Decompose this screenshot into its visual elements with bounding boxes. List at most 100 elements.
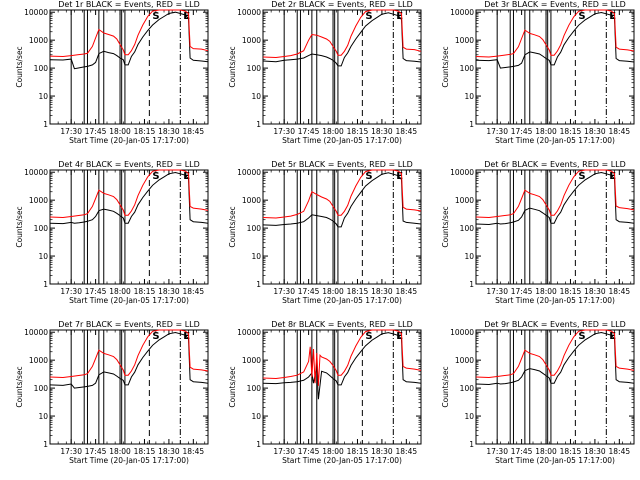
y-tick-label: 1 xyxy=(256,440,261,449)
y-tick-label: 1000 xyxy=(455,36,474,45)
x-tick-label: 18:30 xyxy=(371,447,393,456)
y-tick-label: 10000 xyxy=(237,168,261,177)
plot-frame xyxy=(49,169,209,285)
y-axis-label: Counts/sec xyxy=(228,366,237,407)
x-tick-label: 17:45 xyxy=(298,287,320,296)
plot-frame xyxy=(475,329,635,445)
series-line-lld xyxy=(262,329,422,386)
start-marker-label: S xyxy=(578,331,585,342)
x-tick-label: 18:15 xyxy=(560,127,582,136)
x-axis-label: Start Time (20-Jan-05 17:17:00) xyxy=(495,456,615,465)
x-axis-label: Start Time (20-Jan-05 17:17:00) xyxy=(495,296,615,305)
y-tick-label: 10 xyxy=(251,252,261,261)
x-tick-label: 17:45 xyxy=(511,287,533,296)
series-line-lld xyxy=(475,329,635,379)
y-axis-label: Counts/sec xyxy=(15,46,24,87)
x-tick-label: 17:45 xyxy=(85,127,107,136)
y-tick-label: 1000 xyxy=(29,36,48,45)
y-tick-label: 10 xyxy=(464,92,474,101)
end-marker-label: E xyxy=(396,11,403,22)
series-line-lld xyxy=(262,9,422,59)
y-tick-label: 1 xyxy=(256,280,261,289)
x-tick-label: 18:15 xyxy=(134,127,156,136)
x-tick-label: 18:00 xyxy=(322,127,344,136)
y-tick-label: 10000 xyxy=(24,328,48,337)
x-tick-label: 18:30 xyxy=(158,127,180,136)
y-tick-label: 10 xyxy=(464,252,474,261)
x-tick-label: 18:45 xyxy=(183,127,205,136)
x-tick-label: 17:45 xyxy=(511,447,533,456)
y-axis-label: Counts/sec xyxy=(15,206,24,247)
y-tick-label: 100 xyxy=(247,384,262,393)
x-tick-label: 18:30 xyxy=(584,287,606,296)
y-tick-label: 10 xyxy=(251,412,261,421)
x-tick-label: 17:30 xyxy=(273,287,295,296)
y-tick-label: 100 xyxy=(460,64,475,73)
x-tick-label: 17:45 xyxy=(85,447,107,456)
plot-frame xyxy=(262,169,422,285)
series-line-events xyxy=(262,12,422,67)
x-tick-label: 18:15 xyxy=(134,447,156,456)
x-tick-label: 18:15 xyxy=(347,447,369,456)
y-tick-label: 1000 xyxy=(455,356,474,365)
detector-panel-5: Det 5r BLACK = Events, RED = LLD 1 10 100 10… xyxy=(228,160,422,305)
series-line-events xyxy=(475,171,635,226)
x-tick-label: 18:45 xyxy=(609,447,631,456)
x-tick-label: 18:00 xyxy=(535,447,557,456)
y-axis-label: Counts/sec xyxy=(228,46,237,87)
panel-title: Det 3r BLACK = Events, RED = LLD xyxy=(484,0,626,9)
start-marker-label: S xyxy=(365,11,372,22)
x-tick-label: 18:00 xyxy=(535,127,557,136)
x-tick-label: 18:30 xyxy=(584,127,606,136)
detector-panel-7: Det 7r BLACK = Events, RED = LLD 1 10 100 10… xyxy=(15,320,209,465)
y-tick-label: 1 xyxy=(43,440,48,449)
x-tick-label: 17:30 xyxy=(486,127,508,136)
detector-panel-6: Det 6r BLACK = Events, RED = LLD 1 10 100 10… xyxy=(441,160,635,305)
panel-title: Det 8r BLACK = Events, RED = LLD xyxy=(271,320,413,329)
x-tick-label: 17:30 xyxy=(60,127,82,136)
panel-title: Det 5r BLACK = Events, RED = LLD xyxy=(271,160,413,169)
y-tick-label: 1 xyxy=(256,120,261,129)
x-tick-label: 17:30 xyxy=(486,447,508,456)
y-axis-label: Counts/sec xyxy=(228,206,237,247)
series-line-events xyxy=(49,11,209,70)
y-tick-label: 1000 xyxy=(242,196,261,205)
y-tick-label: 100 xyxy=(34,224,49,233)
plot-frame xyxy=(262,329,422,445)
y-tick-label: 10 xyxy=(38,92,48,101)
x-tick-label: 18:00 xyxy=(322,447,344,456)
x-tick-label: 18:30 xyxy=(158,447,180,456)
x-tick-label: 18:45 xyxy=(396,127,418,136)
x-axis-label: Start Time (20-Jan-05 17:17:00) xyxy=(282,136,402,145)
x-tick-label: 18:15 xyxy=(347,287,369,296)
start-marker-label: S xyxy=(152,331,159,342)
y-tick-label: 1 xyxy=(43,120,48,129)
x-tick-label: 18:00 xyxy=(109,127,131,136)
series-line-lld xyxy=(49,9,209,58)
start-marker-label: S xyxy=(578,11,585,22)
detector-panel-3: Det 3r BLACK = Events, RED = LLD 1 10 100 10… xyxy=(441,0,635,145)
x-tick-label: 18:00 xyxy=(109,287,131,296)
x-axis-label: Start Time (20-Jan-05 17:17:00) xyxy=(69,136,189,145)
x-tick-label: 18:45 xyxy=(609,287,631,296)
panel-title: Det 6r BLACK = Events, RED = LLD xyxy=(484,160,626,169)
x-tick-label: 17:30 xyxy=(273,127,295,136)
y-tick-label: 10 xyxy=(251,92,261,101)
x-tick-label: 18:30 xyxy=(584,447,606,456)
detector-panel-4: Det 4r BLACK = Events, RED = LLD 1 10 100 10… xyxy=(15,160,209,305)
detector-panel-9: Det 9r BLACK = Events, RED = LLD 1 10 100 10… xyxy=(441,320,635,465)
x-tick-label: 17:45 xyxy=(511,127,533,136)
x-tick-label: 17:45 xyxy=(298,127,320,136)
x-tick-label: 17:30 xyxy=(273,447,295,456)
series-line-events xyxy=(49,171,209,225)
series-line-events xyxy=(262,172,422,228)
end-marker-label: E xyxy=(396,171,403,182)
detector-panel-1: Det 1r BLACK = Events, RED = LLD 1 10 100 10… xyxy=(15,0,209,145)
panel-title: Det 2r BLACK = Events, RED = LLD xyxy=(271,0,413,9)
y-tick-label: 100 xyxy=(460,224,475,233)
x-tick-label: 17:30 xyxy=(486,287,508,296)
x-axis-label: Start Time (20-Jan-05 17:17:00) xyxy=(69,456,189,465)
detector-panel-8: Det 8r BLACK = Events, RED = LLD 1 10 100 10… xyxy=(228,320,422,465)
series-line-events xyxy=(475,11,635,69)
y-tick-label: 1000 xyxy=(455,196,474,205)
